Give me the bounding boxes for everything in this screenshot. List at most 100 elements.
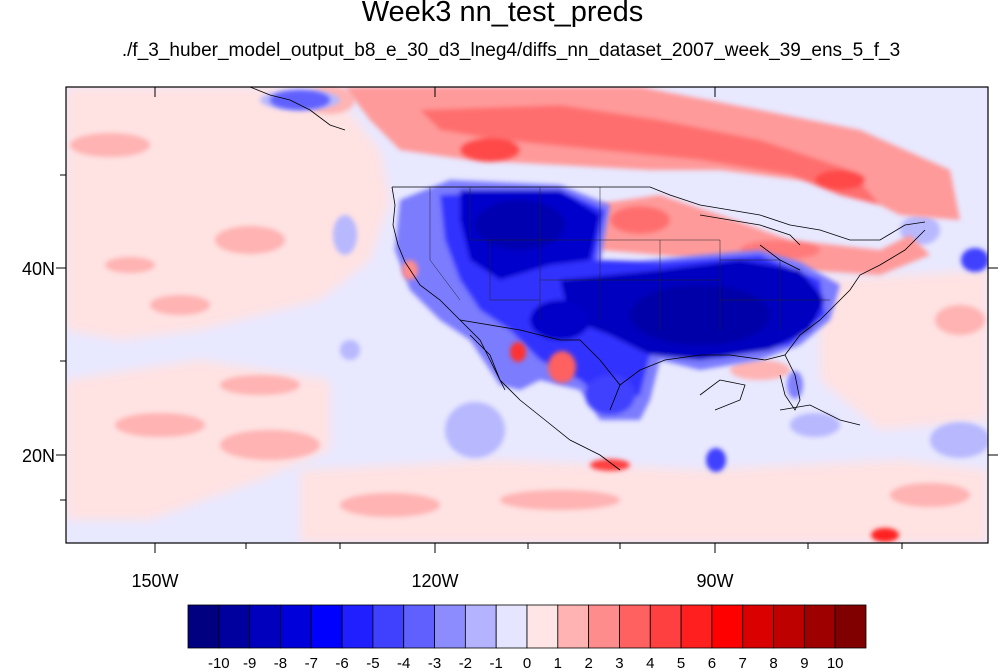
colorbar-swatch (249, 604, 281, 649)
lon-label-150w: 150W (131, 571, 178, 591)
colorbar-swatch (773, 604, 805, 649)
field-layer (66, 87, 988, 543)
colorbar-swatch (588, 604, 620, 649)
blue-patch (333, 215, 357, 255)
cold-region-core (475, 200, 565, 250)
colorbar-label: 4 (646, 655, 654, 672)
colorbar-swatch (619, 604, 651, 649)
red-patch (115, 413, 205, 437)
colorbar-swatch (803, 604, 836, 649)
colorbar-label: -7 (305, 655, 318, 672)
cold-region-core (630, 285, 770, 345)
colorbar-swatch (495, 604, 528, 649)
cuba (779, 404, 861, 426)
hot-spot-sw (510, 342, 526, 362)
colorbar: -10 -9 -8 -7 -6 -5 -4 -3 -2 -1 0 1 2 3 4 5 6 7 8 9 10 (187, 604, 867, 672)
colorbar-label: -5 (366, 655, 379, 672)
colorbar-label: 6 (708, 655, 716, 672)
colorbar-label: 5 (677, 655, 685, 672)
pink-region-s (300, 460, 988, 543)
colorbar-swatch (649, 604, 682, 649)
red-patch (215, 226, 285, 254)
us-canada-border (392, 186, 926, 241)
blue-patch (445, 402, 505, 458)
lat-label-20n: 20N (22, 446, 55, 466)
lon-label-90w: 90W (696, 571, 733, 591)
colorbar-label: 9 (800, 655, 808, 672)
red-patch (150, 295, 210, 315)
colorbar-swatch (218, 604, 251, 649)
canada-hot-spot (460, 138, 520, 162)
colorbar-swatch (434, 604, 466, 649)
plains-warm-band (590, 195, 930, 275)
baja (469, 334, 506, 391)
blue-patch (340, 340, 360, 360)
pink-region-sw (66, 360, 330, 520)
colorbar-swatch (680, 604, 713, 649)
red-patch (730, 360, 790, 380)
red-patch (500, 490, 620, 510)
colorbar-label: 2 (584, 655, 592, 672)
colorbar-label: 10 (827, 655, 844, 672)
colorbar-label: 0 (523, 655, 531, 672)
colorbar-swatch (711, 604, 744, 649)
hot-spot-carib (871, 528, 899, 542)
colorbar-label: 8 (769, 655, 777, 672)
cold-alaska (270, 90, 330, 110)
canada-hot-spot (815, 170, 865, 190)
cold-florida (787, 371, 803, 399)
colorbar-swatch (557, 604, 590, 649)
colorbar-swatch (187, 604, 220, 649)
colorbar-label: 3 (615, 655, 623, 672)
west-coast (391, 186, 621, 471)
hot-spot-pacific (590, 459, 630, 471)
east-coast (784, 229, 926, 356)
pink-region-nw (66, 87, 390, 340)
state-borders (429, 187, 830, 330)
red-patch (105, 257, 155, 273)
colorbar-label: -10 (208, 655, 230, 672)
colorbar-swatch (526, 604, 559, 649)
cold-atlantic (961, 248, 988, 272)
canada-warm-core (420, 105, 880, 205)
map-title: Week3 nn_test_preds (361, 0, 644, 28)
colorbar-label: 7 (739, 655, 747, 672)
lon-label-120w: 120W (411, 571, 458, 591)
red-patch (890, 483, 970, 507)
colorbar-label: -2 (459, 655, 472, 672)
colorbar-label: -3 (428, 655, 441, 672)
colorbar-label: -6 (335, 655, 348, 672)
red-patch (70, 133, 150, 157)
cold-caribbean (706, 448, 726, 472)
red-patch (935, 305, 985, 335)
plains-warm-core (610, 206, 670, 234)
yucatan (699, 379, 746, 411)
mexico-us-border (459, 319, 621, 386)
gulf-coast (609, 354, 801, 411)
tick-marks (56, 87, 998, 553)
blue-patch (930, 422, 988, 458)
cold-region-core (530, 300, 590, 340)
colorbar-label: 1 (554, 655, 562, 672)
colorbar-label: -9 (243, 655, 256, 672)
colorbar-swatch (372, 604, 405, 649)
alaska-coast (249, 87, 346, 131)
hot-spot-mexico (548, 351, 576, 383)
map-subtitle: ./f_3_huber_model_output_b8_e_30_d3_lneg… (121, 40, 901, 61)
colorbar-swatch (834, 604, 867, 649)
colorbar-swatch (310, 604, 343, 649)
colorbar-swatch (742, 604, 774, 649)
colorbar-swatch (341, 604, 374, 649)
red-patch (340, 493, 440, 517)
colorbar-swatch (403, 604, 435, 649)
coastlines (249, 87, 926, 471)
blue-patch (790, 413, 840, 437)
red-patch (220, 430, 320, 460)
colorbar-label: -4 (397, 655, 410, 672)
colorbar-swatch (280, 604, 312, 649)
colorbar-label: -1 (490, 655, 503, 672)
red-patch (220, 375, 300, 395)
lat-label-40n: 40N (22, 259, 55, 279)
colorbar-label: -8 (274, 655, 287, 672)
